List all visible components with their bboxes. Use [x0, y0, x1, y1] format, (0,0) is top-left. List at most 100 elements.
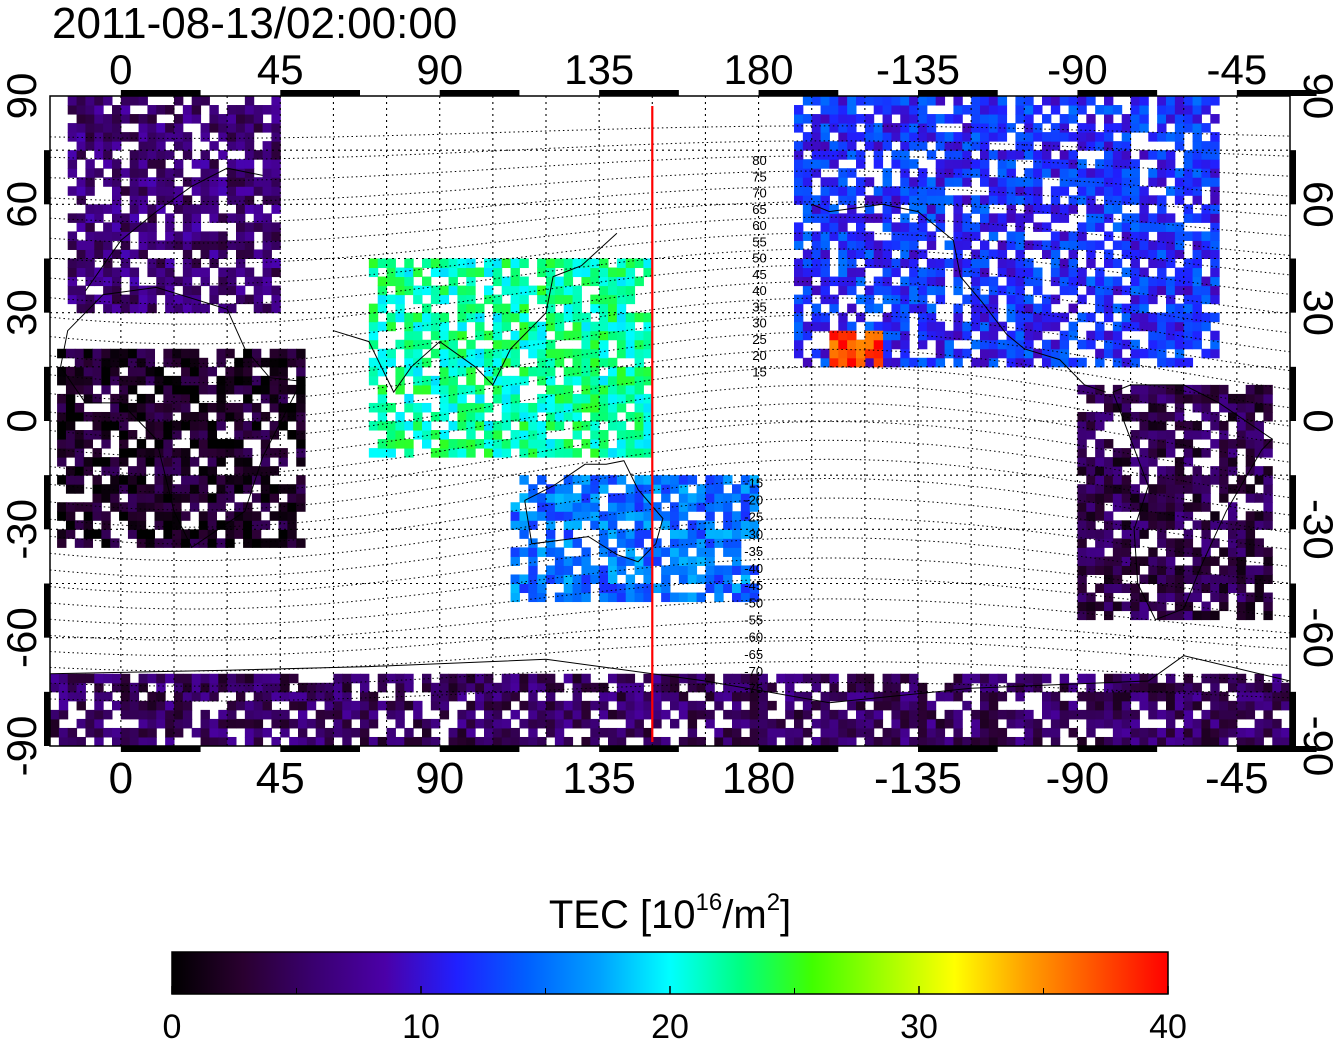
magnetic-contour [50, 557, 1290, 610]
magnetic-contour-label: 75 [752, 169, 766, 184]
magnetic-contour-label: 50 [752, 251, 766, 266]
bottom-longitude-ticks: 0 45 90 135 180 -135 -90 -45 [109, 754, 1269, 803]
coastline [333, 232, 618, 394]
left-lat-tick-label: -30 [0, 499, 45, 560]
magnetic-contour-label: -60 [744, 630, 763, 645]
magnetic-contour [50, 420, 1290, 494]
frame-tick-bar [1290, 150, 1296, 205]
magnetic-contour [50, 439, 1290, 511]
frame-tick-bar [758, 90, 839, 96]
frame-tick-bar [1290, 366, 1296, 421]
bottom-lon-tick-label: 180 [722, 754, 795, 803]
frame-tick-bar [1290, 583, 1296, 638]
magnetic-contour [50, 201, 1290, 244]
coastline [1112, 384, 1274, 621]
magnetic-contour-label: -25 [744, 510, 763, 525]
top-lon-tick-label: -45 [1207, 46, 1268, 93]
frame-tick-bar [1290, 475, 1296, 530]
magnetic-contour-label: 45 [752, 267, 766, 282]
right-lat-tick-label: -90 [1295, 716, 1340, 777]
magnetic-contour-label: -30 [744, 527, 763, 542]
frame-tick-bar [44, 475, 50, 530]
magnetic-contour [50, 402, 1290, 476]
frame-tick-bar [1077, 90, 1158, 96]
magnetic-contour [50, 297, 1290, 365]
colorbar-tick-label: 20 [651, 1008, 689, 1042]
colorbar-ticks: 0 10 20 30 40 [163, 986, 1187, 1042]
magnetic-contour [50, 366, 1290, 440]
bottom-lon-tick-label: -45 [1205, 754, 1269, 803]
frame-tick-bar [918, 90, 998, 96]
frame-tick-bar [44, 691, 50, 746]
magnetic-contour-label: -55 [744, 613, 763, 628]
right-lat-tick-label: -30 [1295, 499, 1340, 560]
frame-tick-bar [599, 746, 679, 752]
colorbar-tick-label: 40 [1149, 1008, 1187, 1042]
magnetic-contour-label: -20 [744, 492, 763, 507]
left-lat-tick-label: -90 [0, 716, 45, 777]
frame-tick-bar [439, 746, 520, 752]
graticule-layer [50, 96, 1290, 746]
left-lat-tick-label: -60 [0, 607, 45, 668]
magnetic-contour [50, 577, 1290, 626]
magnetic-contour-label: -15 [744, 475, 763, 490]
magnetic-contour [50, 331, 1290, 403]
colorbar-title: TEC [1016/m2] [549, 889, 791, 937]
right-lat-tick-label: 90 [1295, 73, 1340, 120]
frame-tick-bar [120, 746, 201, 752]
frame-tick-bar [44, 366, 50, 421]
top-lon-tick-label: -135 [876, 46, 960, 93]
left-lat-tick-label: 0 [0, 409, 45, 432]
magnetic-contour-label: 80 [752, 153, 766, 168]
frame-tick-bar [1290, 691, 1296, 746]
frame-tick-bar [758, 746, 839, 752]
right-lat-tick-label: 0 [1295, 409, 1340, 432]
magnetic-contour-label: -50 [744, 595, 763, 610]
magnetic-contour [50, 458, 1290, 528]
magnetic-contour [50, 216, 1290, 265]
colorbar-tick-label: 10 [402, 1008, 440, 1042]
right-latitude-ticks: 90 60 30 0 -30 -60 -90 [1295, 73, 1340, 777]
frame-tick-bar [280, 746, 360, 752]
magnetic-contour-label: 20 [752, 348, 766, 363]
magnetic-contour-label: -40 [744, 561, 763, 576]
colorbar-title-power: 2 [767, 889, 780, 916]
top-lon-tick-label: 45 [257, 46, 304, 93]
frame-tick-bar [1290, 258, 1296, 313]
tec-region-hawaii [829, 330, 884, 368]
tec-region-south-america [1077, 384, 1273, 621]
bottom-lon-tick-label: 90 [415, 754, 464, 803]
magnetic-contour-label: -75 [744, 681, 763, 696]
frame-tick-bar [599, 90, 679, 96]
magnetic-contour-label: -65 [744, 647, 763, 662]
coastline [84, 167, 263, 292]
right-lat-tick-label: 30 [1295, 289, 1340, 336]
bottom-lon-tick-label: 45 [256, 754, 305, 803]
tec-data-layer [50, 96, 1290, 746]
frame-tick-bar [1236, 746, 1317, 752]
coastline [60, 286, 303, 549]
top-lon-tick-label: -90 [1047, 46, 1108, 93]
top-lon-tick-label: 0 [109, 46, 132, 93]
colorbar-title-close: ] [780, 893, 791, 937]
magnetic-contour [50, 640, 1290, 672]
magnetic-contour [50, 384, 1290, 458]
left-lat-tick-label: 30 [0, 289, 45, 336]
magnetic-contour-label: 15 [752, 364, 766, 379]
magnetic-contour-label: -35 [744, 544, 763, 559]
magnetic-contour-label: 55 [752, 234, 766, 249]
magnetic-contour-label: 70 [752, 186, 766, 201]
bottom-lon-tick-label: 135 [562, 754, 635, 803]
magnetic-contour-label: 35 [752, 299, 766, 314]
colorbar-tick-label: 0 [163, 1008, 182, 1042]
top-lon-tick-label: 135 [564, 46, 634, 93]
tec-region-africa [57, 348, 306, 548]
magnetic-contour-label: 40 [752, 283, 766, 298]
colorbar-title-main: TEC [10 [549, 893, 696, 937]
right-lat-tick-label: -60 [1295, 607, 1340, 668]
magnetic-contour-label: 25 [752, 332, 766, 347]
tec-region-north-america [794, 96, 1220, 368]
frame-tick-bar [918, 746, 998, 752]
frame-tick-bar [1077, 746, 1158, 752]
